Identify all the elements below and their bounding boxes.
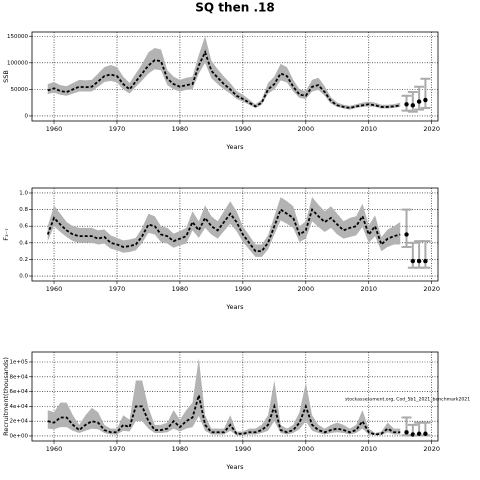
x-tick-label: 1970: [109, 285, 126, 293]
confidence-band: [47, 358, 401, 436]
estimate-line: [47, 395, 401, 436]
plot-area: [31, 187, 439, 282]
x-tick-label: 1970: [109, 445, 126, 453]
projection-point: [423, 97, 428, 103]
y-tick-label: 0.6: [19, 224, 28, 230]
y-tick-label: 8e+04: [10, 374, 29, 380]
confidence-band: [47, 36, 401, 110]
y-tick-label: 0: [25, 113, 29, 119]
x-tick-label: 2020: [423, 445, 440, 453]
y-tick-label: 0.2: [19, 257, 28, 263]
y-axis-label: F₃₋₇: [2, 228, 10, 241]
estimate-line: [47, 49, 401, 109]
x-axis-label: Years: [225, 463, 244, 471]
y-tick-label: 2e+04: [10, 419, 29, 425]
y-tick-label: 0.4: [19, 240, 28, 246]
y-tick-label: 4e+04: [10, 404, 29, 410]
plot-area: [31, 351, 439, 442]
x-tick-label: 2010: [360, 285, 377, 293]
x-tick-label: 1990: [235, 125, 252, 133]
plot-area: [31, 31, 439, 122]
y-axis-label: SSB: [2, 70, 10, 83]
y-tick-label: 150000: [7, 34, 28, 40]
y-tick-label: 0.0: [19, 274, 28, 280]
annotation: stockassessment.org, Cod_5b1_2021_benchm…: [345, 397, 470, 403]
projection-point: [404, 232, 409, 237]
projection-point: [410, 258, 416, 264]
x-tick-label: 2020: [423, 125, 440, 133]
x-tick-label: 1980: [172, 125, 189, 133]
x-tick-label: 1960: [46, 445, 63, 453]
projection-point: [416, 431, 422, 436]
projection-point: [410, 432, 416, 437]
x-tick-label: 2000: [298, 285, 315, 293]
x-tick-label: 1980: [172, 285, 189, 293]
y-tick-label: 0e+00: [10, 433, 29, 439]
projection-point: [416, 258, 422, 264]
y-tick-label: 6e+04: [10, 389, 29, 395]
y-tick-label: 1.0: [19, 190, 28, 196]
confidence-band: [47, 197, 401, 257]
x-tick-label: 2010: [360, 125, 377, 133]
x-axis-label: Years: [225, 303, 244, 311]
projection-point: [404, 102, 409, 107]
estimate-line: [46, 207, 401, 253]
x-tick-label: 1990: [235, 445, 252, 453]
projection-point: [416, 99, 422, 104]
projection-point: [423, 258, 428, 264]
x-tick-label: 2000: [298, 125, 315, 133]
projection-point: [410, 103, 416, 108]
x-tick-label: 1970: [109, 125, 126, 133]
x-tick-label: 1960: [46, 125, 63, 133]
x-axis-label: Years: [225, 143, 244, 151]
y-tick-label: 50000: [11, 87, 29, 93]
projection-point: [404, 430, 409, 435]
x-tick-label: 1960: [46, 285, 63, 293]
projection-point: [423, 431, 428, 436]
y-tick-label: 1e+05: [10, 359, 29, 365]
x-tick-label: 1990: [235, 285, 252, 293]
chart-title: SQ then .18: [195, 1, 274, 15]
x-tick-label: 2000: [298, 445, 315, 453]
x-tick-label: 2010: [360, 445, 377, 453]
y-axis-label: Recruitment(thousands): [2, 357, 10, 436]
y-tick-label: 100000: [7, 60, 28, 66]
y-tick-label: 0.8: [19, 207, 28, 213]
x-tick-label: 1980: [172, 445, 189, 453]
x-tick-label: 2020: [423, 285, 440, 293]
